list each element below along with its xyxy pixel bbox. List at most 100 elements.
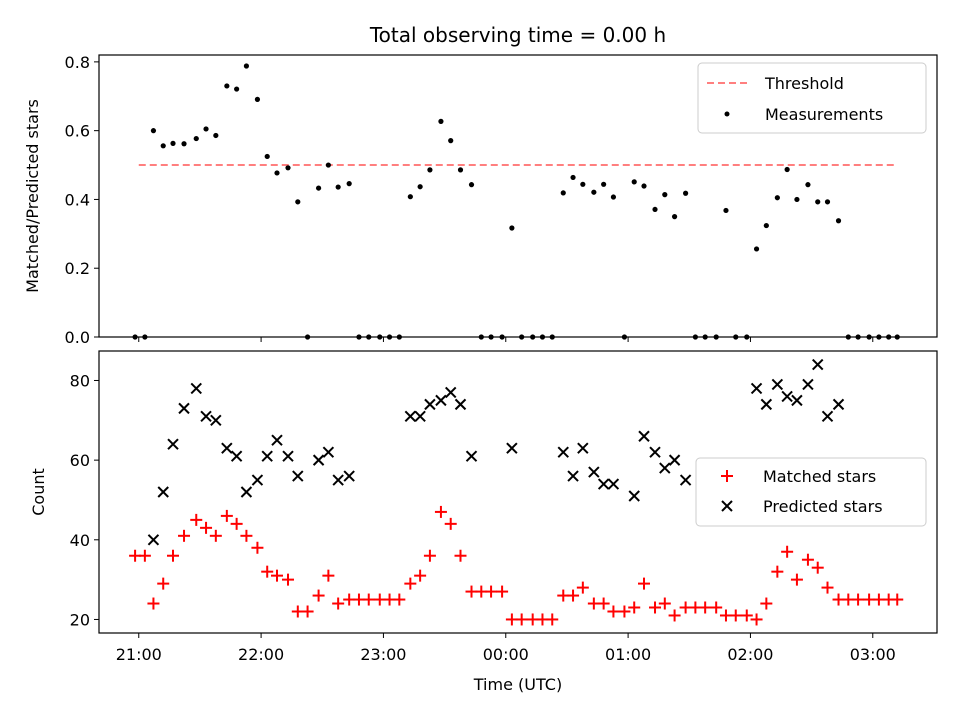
measurement-point bbox=[631, 179, 637, 185]
predicted-star-point bbox=[679, 474, 692, 486]
measurement-point bbox=[295, 199, 301, 205]
predicted-star-point bbox=[190, 382, 202, 395]
predicted-star-point bbox=[506, 442, 518, 454]
measurement-point bbox=[264, 153, 270, 160]
bottom-x-tick-label: 23:00 bbox=[360, 645, 406, 664]
measurement-point bbox=[753, 246, 760, 252]
top-legend: Threshold Measurements bbox=[697, 62, 927, 134]
measurement-point bbox=[591, 189, 597, 195]
measurement-point bbox=[285, 165, 291, 171]
top-y-tick-label: 0.2 bbox=[65, 259, 90, 278]
legend-measurements-label: Measurements bbox=[765, 105, 883, 124]
matched-star-point bbox=[576, 581, 589, 594]
matched-star-point bbox=[485, 585, 498, 598]
matched-star-point bbox=[209, 529, 222, 542]
measurement-point bbox=[243, 63, 250, 69]
matched-star-point bbox=[200, 521, 213, 534]
predicted-star-point bbox=[424, 398, 436, 411]
predicted-star-point bbox=[312, 454, 325, 466]
matched-star-point bbox=[649, 601, 662, 614]
bottom-x-tick-label: 02:00 bbox=[727, 645, 773, 664]
matched-star-point bbox=[147, 597, 160, 610]
top-legend-box bbox=[697, 62, 927, 134]
top-y-tick-label: 0.0 bbox=[65, 328, 90, 347]
matched-star-point bbox=[760, 597, 773, 610]
matched-star-point bbox=[138, 549, 151, 562]
predicted-star-point bbox=[812, 358, 824, 371]
measurement-point bbox=[224, 83, 230, 89]
legend-predicted-label: Predicted stars bbox=[763, 497, 883, 516]
predicted-star-point bbox=[791, 394, 803, 407]
matched-star-point bbox=[282, 573, 295, 586]
measurement-point bbox=[274, 170, 280, 176]
measurement-point bbox=[335, 184, 341, 190]
predicted-star-point bbox=[282, 450, 294, 462]
predicted-star-point bbox=[271, 434, 283, 446]
matched-star-point bbox=[801, 553, 814, 566]
matched-star-point bbox=[220, 509, 233, 522]
predicted-star-point bbox=[628, 490, 640, 502]
measurement-point bbox=[213, 132, 219, 139]
matched-star-point bbox=[740, 609, 753, 622]
predicted-star-point bbox=[750, 382, 763, 395]
measurement-point bbox=[417, 184, 423, 190]
measurement-point bbox=[683, 190, 689, 196]
predicted-star-point bbox=[445, 386, 457, 399]
measurement-point bbox=[181, 141, 187, 147]
predicted-star-point bbox=[221, 442, 233, 454]
predicted-star-point bbox=[802, 378, 814, 391]
predicted-star-point bbox=[832, 398, 845, 411]
matched-star-point bbox=[607, 605, 620, 618]
predicted-star-point bbox=[588, 466, 600, 478]
bottom-x-axis-label: Time (UTC) bbox=[473, 675, 562, 694]
measurement-point bbox=[763, 222, 769, 229]
matched-star-point bbox=[515, 613, 528, 626]
predicted-star-point bbox=[414, 410, 426, 423]
top-panel: 0.00.20.40.60.8 Matched/Predicted stars … bbox=[23, 53, 938, 347]
matched-star-point bbox=[546, 613, 559, 626]
predicted-star-point bbox=[771, 378, 784, 391]
matched-star-point bbox=[771, 565, 784, 578]
predicted-star-point bbox=[261, 450, 273, 462]
measurement-point bbox=[671, 214, 678, 220]
bottom-legend: Matched stars Predicted stars bbox=[695, 457, 927, 527]
matched-star-point bbox=[750, 613, 763, 626]
legend-matched-label: Matched stars bbox=[763, 467, 876, 486]
legend-matched-swatch bbox=[721, 470, 733, 482]
matched-star-point bbox=[699, 601, 712, 614]
predicted-star-point bbox=[178, 402, 190, 415]
predicted-star-point bbox=[821, 410, 834, 423]
bottom-x-tick-label: 01:00 bbox=[605, 645, 651, 664]
predicted-star-point bbox=[230, 450, 243, 462]
matched-star-point bbox=[628, 601, 641, 614]
measurement-point bbox=[438, 118, 444, 124]
predicted-star-point bbox=[147, 534, 160, 546]
measurement-point bbox=[170, 140, 176, 146]
matched-star-point bbox=[423, 549, 436, 562]
matched-star-point bbox=[454, 549, 467, 562]
predicted-star-point bbox=[638, 430, 650, 442]
matched-star-point bbox=[668, 609, 681, 622]
bottom-y-tick-label: 80 bbox=[70, 371, 90, 390]
top-chart-title: Total observing time = 0.00 h bbox=[369, 23, 666, 47]
matched-star-point bbox=[710, 601, 723, 614]
measurement-point bbox=[723, 207, 729, 214]
bottom-y-axis-label: Count bbox=[29, 468, 48, 516]
predicted-star-point bbox=[343, 470, 355, 482]
measurement-point bbox=[580, 181, 586, 187]
matched-star-point bbox=[322, 569, 335, 582]
matched-star-point bbox=[362, 593, 375, 606]
matched-star-point bbox=[729, 609, 742, 622]
predicted-star-point bbox=[200, 410, 212, 423]
predicted-star-point bbox=[240, 486, 253, 498]
matched-star-point bbox=[261, 565, 274, 578]
bottom-x-tick-label: 00:00 bbox=[483, 645, 529, 664]
predicted-star-point bbox=[157, 486, 169, 498]
matched-star-point bbox=[618, 605, 631, 618]
measurement-point bbox=[448, 138, 454, 144]
matched-star-point bbox=[638, 577, 651, 590]
predicted-star-point bbox=[557, 446, 569, 458]
measurement-point bbox=[150, 128, 157, 134]
matched-star-point bbox=[414, 569, 427, 582]
